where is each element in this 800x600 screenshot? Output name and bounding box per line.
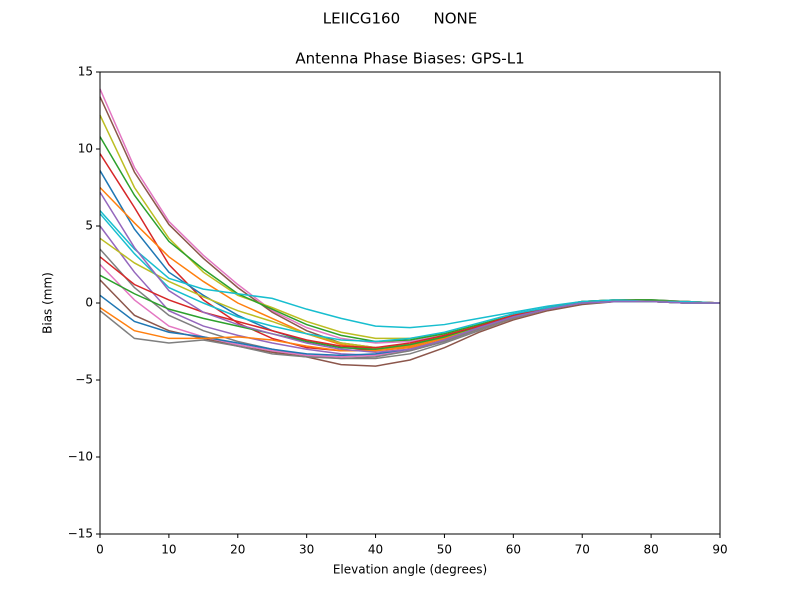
chart-title: Antenna Phase Biases: GPS-L1 (295, 50, 524, 68)
series-line (99, 191, 720, 354)
y-tick-label: −15 (68, 527, 93, 541)
x-tick-label: 20 (230, 543, 245, 557)
x-axis-label: Elevation angle (degrees) (333, 563, 487, 577)
x-tick-label: 60 (506, 543, 521, 557)
x-tick-label: 90 (712, 543, 727, 557)
x-tick-label: 80 (643, 543, 658, 557)
x-tick-label: 30 (299, 543, 314, 557)
y-axis-label: Bias (mm) (41, 272, 55, 334)
y-tick-label: 15 (78, 65, 93, 79)
series-line (99, 213, 720, 343)
series-line (99, 96, 721, 349)
y-tick-label: −10 (68, 450, 93, 464)
x-tick-label: 50 (437, 543, 452, 557)
series-line (99, 210, 721, 329)
series-line (99, 186, 721, 350)
series-line (99, 237, 720, 349)
y-tick-label: 10 (78, 142, 93, 156)
y-tick-label: 0 (85, 296, 93, 310)
x-tick-label: 70 (575, 543, 590, 557)
axes-frame (99, 71, 721, 535)
plot-area (99, 88, 721, 367)
suptitle: LEIICG160 NONE (323, 10, 478, 28)
x-tick-label: 40 (368, 543, 383, 557)
y-tick-label: −5 (75, 373, 93, 387)
x-tick-label: 10 (161, 543, 176, 557)
x-tick-label: 0 (96, 543, 104, 557)
y-tick-label: 5 (85, 219, 93, 233)
series-line (99, 136, 721, 343)
